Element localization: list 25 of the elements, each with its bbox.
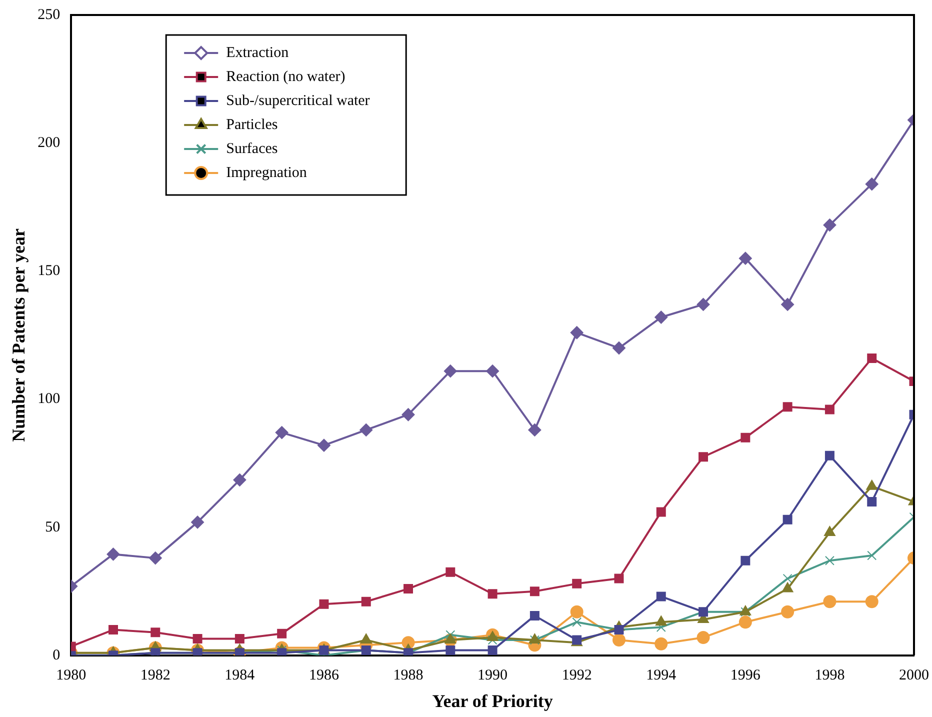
x-tick-label: 1992 [562,667,592,684]
y-tick-label: 150 [38,263,60,280]
legend-label: Particles [226,116,278,133]
y-tick-label: 250 [38,6,60,23]
legend-label: Reaction (no water) [226,68,346,85]
legend-label: Impregnation [226,164,308,181]
y-tick-label: 100 [38,391,60,408]
x-axis-title: Year of Priority [432,690,553,711]
y-tick-label: 50 [45,519,60,536]
x-tick-label: 1982 [140,667,170,684]
legend-label: Surfaces [226,140,278,157]
x-tick-label: 1984 [224,667,256,684]
x-tick-label: 2000 [899,667,929,684]
x-tick-label: 1986 [308,667,340,684]
y-tick-label: 0 [52,647,60,664]
y-axis-title: Number of Patents per year [8,228,28,442]
x-tick-label: 1998 [814,667,845,684]
y-tick-label: 200 [38,135,60,152]
legend-label: Extraction [226,44,290,61]
legend-label: Sub-/supercritical water [226,92,370,109]
x-tick-label: 1990 [478,667,508,684]
x-tick-label: 1988 [393,667,424,684]
x-tick-label: 1996 [730,667,761,684]
x-tick-label: 1980 [56,667,86,684]
x-tick-label: 1994 [646,667,677,684]
